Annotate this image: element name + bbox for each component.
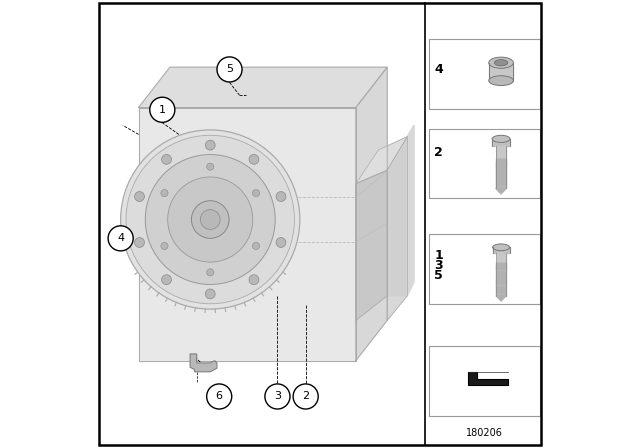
Text: 3: 3 — [274, 392, 281, 401]
Circle shape — [252, 190, 260, 197]
Text: 1: 1 — [435, 249, 443, 262]
Text: 1: 1 — [159, 105, 166, 115]
Polygon shape — [496, 173, 506, 177]
Polygon shape — [496, 263, 506, 266]
Bar — [429, 39, 540, 109]
Circle shape — [200, 210, 220, 229]
Circle shape — [293, 384, 318, 409]
Polygon shape — [356, 67, 387, 361]
Circle shape — [249, 155, 259, 164]
Circle shape — [161, 190, 168, 197]
Polygon shape — [496, 274, 506, 276]
Polygon shape — [496, 161, 506, 164]
Polygon shape — [496, 164, 506, 167]
Circle shape — [252, 242, 260, 250]
Circle shape — [276, 192, 286, 202]
Ellipse shape — [489, 76, 513, 86]
Polygon shape — [496, 188, 506, 194]
Polygon shape — [387, 137, 407, 320]
Polygon shape — [496, 291, 506, 293]
Circle shape — [126, 135, 294, 304]
Text: 4: 4 — [435, 63, 443, 76]
Text: 180206: 180206 — [466, 428, 503, 438]
Polygon shape — [139, 67, 387, 108]
Polygon shape — [496, 175, 506, 178]
Text: 6: 6 — [216, 392, 223, 401]
Circle shape — [161, 155, 172, 164]
Ellipse shape — [489, 57, 513, 69]
Polygon shape — [496, 284, 506, 287]
Polygon shape — [496, 276, 506, 279]
Polygon shape — [496, 278, 506, 280]
Polygon shape — [497, 253, 506, 267]
Polygon shape — [496, 265, 506, 268]
Circle shape — [161, 275, 172, 284]
Polygon shape — [356, 170, 387, 320]
Circle shape — [134, 192, 145, 202]
Polygon shape — [496, 159, 506, 163]
Polygon shape — [496, 280, 506, 283]
Circle shape — [207, 384, 232, 409]
Circle shape — [276, 237, 286, 247]
Circle shape — [217, 57, 242, 82]
Polygon shape — [496, 271, 506, 274]
Text: 2: 2 — [302, 392, 309, 401]
Polygon shape — [489, 63, 513, 81]
Bar — [429, 346, 540, 416]
Ellipse shape — [494, 60, 508, 66]
Circle shape — [168, 177, 253, 262]
Circle shape — [108, 226, 133, 251]
Polygon shape — [496, 183, 506, 186]
Polygon shape — [496, 177, 506, 180]
Circle shape — [145, 155, 275, 284]
Polygon shape — [387, 137, 407, 296]
Polygon shape — [496, 179, 506, 182]
Polygon shape — [496, 282, 506, 285]
Circle shape — [134, 237, 145, 247]
Polygon shape — [496, 269, 506, 272]
Text: 5: 5 — [435, 268, 443, 282]
Circle shape — [191, 201, 229, 238]
Circle shape — [150, 97, 175, 122]
Polygon shape — [407, 125, 414, 296]
Polygon shape — [496, 267, 506, 270]
Polygon shape — [190, 354, 217, 372]
Ellipse shape — [493, 244, 509, 251]
Polygon shape — [497, 146, 506, 164]
Polygon shape — [493, 247, 509, 253]
Circle shape — [205, 289, 215, 299]
Polygon shape — [496, 293, 506, 296]
Polygon shape — [492, 139, 510, 146]
Polygon shape — [496, 171, 506, 174]
Polygon shape — [356, 137, 407, 184]
Polygon shape — [496, 168, 506, 171]
Circle shape — [207, 163, 214, 170]
Text: 2: 2 — [435, 146, 443, 159]
Polygon shape — [496, 165, 506, 168]
Circle shape — [207, 269, 214, 276]
Bar — [429, 234, 540, 304]
Text: 3: 3 — [435, 258, 443, 272]
Polygon shape — [496, 296, 506, 301]
Polygon shape — [496, 289, 506, 291]
Polygon shape — [387, 125, 414, 170]
Circle shape — [249, 275, 259, 284]
Polygon shape — [496, 185, 506, 188]
Polygon shape — [496, 287, 506, 289]
Circle shape — [265, 384, 290, 409]
Circle shape — [205, 140, 215, 150]
Text: 5: 5 — [226, 65, 233, 74]
Polygon shape — [468, 372, 508, 385]
Ellipse shape — [492, 135, 510, 142]
Text: 4: 4 — [117, 233, 124, 243]
Polygon shape — [496, 169, 506, 172]
Circle shape — [120, 130, 300, 309]
Circle shape — [161, 242, 168, 250]
Polygon shape — [139, 108, 356, 361]
Bar — [429, 129, 540, 198]
Polygon shape — [496, 181, 506, 184]
